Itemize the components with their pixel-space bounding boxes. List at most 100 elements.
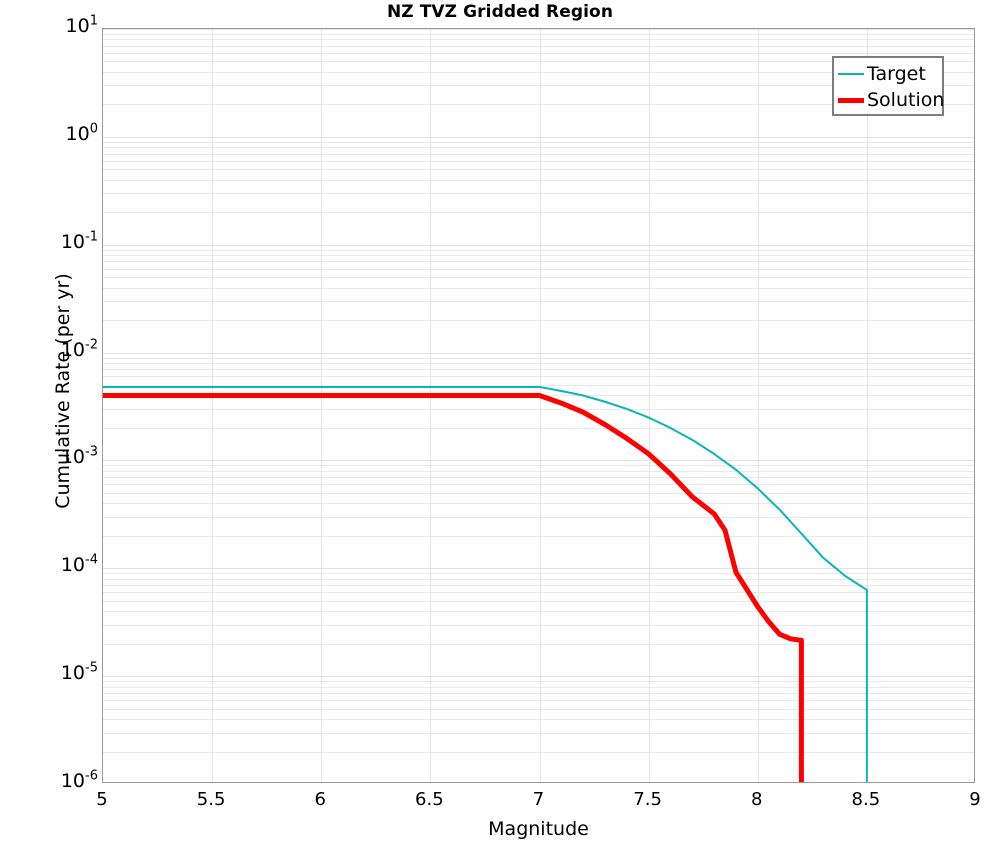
x-axis-label: Magnitude [488, 818, 589, 840]
y-tick-label: 10-3 [42, 446, 98, 468]
y-tick-label: 10-2 [42, 337, 98, 361]
gridline-vertical [540, 29, 541, 782]
gridline-horizontal [103, 503, 974, 504]
gridline-horizontal [103, 161, 974, 162]
gridline-horizontal [103, 301, 974, 302]
x-tick-label: 5 [96, 789, 108, 810]
gridline-horizontal [103, 363, 974, 364]
gridline-horizontal [103, 72, 974, 73]
x-tick-label: 7.5 [633, 789, 662, 810]
page-title: NZ TVZ Gridded Region [386, 2, 614, 22]
gridline-horizontal [103, 212, 974, 213]
gridline-horizontal [103, 681, 974, 682]
gridline-horizontal [103, 376, 974, 377]
gridline-vertical [212, 29, 213, 782]
x-tick-label: 7 [532, 789, 545, 810]
x-tick-label: 6.5 [415, 789, 444, 810]
gridline-horizontal [103, 269, 974, 270]
gridline-horizontal [103, 46, 974, 47]
y-tick-exponent: -1 [85, 229, 98, 245]
gridline-horizontal [103, 154, 974, 155]
gridline-horizontal [103, 255, 974, 256]
gridline-horizontal [103, 676, 974, 677]
gridline-horizontal [103, 277, 974, 278]
y-tick-mantissa: 10 [60, 770, 86, 792]
y-tick-label: 10-6 [42, 770, 98, 792]
gridline-horizontal [103, 288, 974, 289]
gridline-horizontal [103, 250, 974, 251]
gridline-vertical [321, 29, 322, 782]
gridline-horizontal [103, 29, 974, 30]
y-tick-exponent: -5 [85, 660, 98, 676]
gridline-horizontal [103, 358, 974, 359]
gridline-horizontal [103, 493, 974, 494]
gridline-horizontal [103, 568, 974, 569]
gridline-horizontal [103, 137, 974, 138]
gridline-horizontal [103, 644, 974, 645]
gridline-horizontal [103, 585, 974, 586]
y-tick-exponent: -4 [85, 552, 98, 568]
gridline-vertical [758, 29, 759, 782]
y-tick-mantissa: 10 [65, 122, 90, 145]
y-tick-mantissa: 10 [60, 554, 86, 577]
y-tick-label: 100 [42, 123, 98, 145]
y-axis-label: Cumulative Rate (per yr) [52, 273, 74, 509]
gridline-horizontal [103, 625, 974, 626]
gridline-horizontal [103, 477, 974, 478]
gridline-horizontal [103, 320, 974, 321]
gridline-horizontal [103, 471, 974, 472]
gridline-horizontal [103, 517, 974, 518]
gridline-horizontal [103, 709, 974, 710]
y-tick-label: 10-1 [42, 229, 98, 253]
gridline-horizontal [103, 700, 974, 701]
gridline-horizontal [103, 147, 974, 148]
x-tick-label: 8 [751, 789, 763, 810]
gridline-horizontal [103, 385, 974, 386]
y-tick-mantissa: 10 [60, 446, 86, 469]
y-tick-exponent: -3 [85, 445, 98, 461]
y-tick-mantissa: 10 [65, 15, 90, 37]
y-tick-mantissa: 10 [60, 230, 86, 253]
gridline-horizontal [103, 180, 974, 181]
legend-item[interactable]: Target [838, 61, 938, 87]
gridline-horizontal [103, 592, 974, 593]
gridline-horizontal [103, 579, 974, 580]
y-tick-mantissa: 10 [60, 338, 86, 361]
gridline-horizontal [103, 465, 974, 466]
legend-item[interactable]: Solution [838, 87, 944, 113]
gridline-horizontal [103, 693, 974, 694]
gridline-horizontal [103, 104, 974, 105]
x-tick-label: 8.5 [851, 789, 881, 810]
y-tick-exponent: 1 [89, 13, 98, 29]
x-tick-label: 6 [314, 789, 326, 810]
y-tick-exponent: -6 [85, 768, 98, 784]
y-tick-label: 10-5 [42, 662, 98, 684]
gridline-horizontal [103, 484, 974, 485]
gridline-horizontal [103, 245, 974, 246]
series-layer [103, 385, 868, 782]
legend-label: Solution [867, 88, 945, 111]
gridline-horizontal [103, 34, 974, 35]
series-line-target [103, 385, 868, 782]
gridline-horizontal [103, 601, 974, 602]
gridline-horizontal [103, 687, 974, 688]
y-tick-exponent: 0 [89, 121, 98, 137]
gridline-vertical [649, 29, 650, 782]
gridline-vertical [430, 29, 431, 782]
gridline-horizontal [103, 61, 974, 62]
gridline-horizontal [103, 353, 974, 354]
gridline-horizontal [103, 460, 974, 461]
gridline-horizontal [103, 409, 974, 410]
gridline-horizontal [103, 719, 974, 720]
x-tick-label: 9 [969, 789, 981, 810]
legend: Target Solution [832, 56, 944, 116]
gridline-horizontal [103, 573, 974, 574]
gridline-horizontal [103, 39, 974, 40]
gridline-horizontal [103, 85, 974, 86]
y-tick-exponent: -2 [85, 337, 98, 353]
gridline-horizontal [103, 369, 974, 370]
gridline-horizontal [103, 428, 974, 429]
plot-area [102, 28, 975, 783]
gridline-vertical [867, 29, 868, 782]
